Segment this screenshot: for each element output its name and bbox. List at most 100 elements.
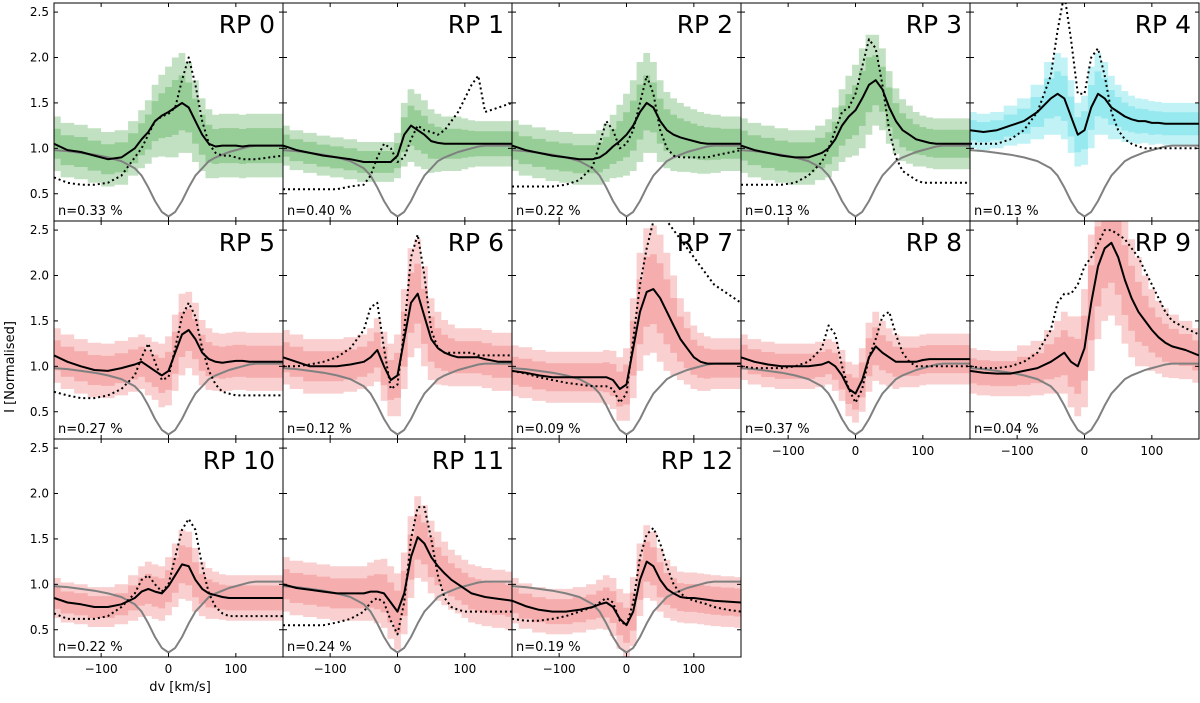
variability-band-inner bbox=[512, 254, 741, 407]
dotted-profile-line bbox=[54, 301, 283, 400]
y-tick-label: 1.0 bbox=[30, 577, 49, 591]
dotted-profile-line bbox=[970, 3, 1199, 150]
variability-band-outer bbox=[741, 311, 970, 423]
y-tick-label: 2.0 bbox=[30, 269, 49, 283]
mean-profile-line bbox=[283, 124, 512, 163]
variability-band-outer bbox=[970, 53, 1199, 167]
panel-title: RP 0 bbox=[219, 10, 275, 39]
reference-profile-line bbox=[741, 144, 970, 218]
reference-profile-line bbox=[970, 362, 1199, 436]
variability-band-inner bbox=[741, 55, 970, 173]
mean-profile-line bbox=[970, 241, 1199, 375]
y-tick-label: 0.5 bbox=[30, 405, 49, 419]
y-tick-label: 2.0 bbox=[30, 51, 49, 65]
x-tick-label: 0 bbox=[623, 662, 631, 676]
panel-rp-10: 0.5 1.0 1.5 2.0 2.5 −100 0 100 RP 10 n=0.22 % bbox=[30, 438, 284, 676]
mean-profile-line bbox=[512, 101, 741, 161]
panel-title: RP 7 bbox=[677, 228, 733, 257]
mean-profile-line bbox=[512, 288, 741, 390]
dotted-profile-line bbox=[512, 74, 741, 188]
x-tick-label: −100 bbox=[543, 662, 576, 676]
dotted-profile-line bbox=[283, 233, 512, 390]
panel-rp-3: RP 3 n=0.13 % bbox=[740, 2, 971, 222]
panel-rp-9: −100 0 100 RP 9 n=0.04 % bbox=[969, 220, 1200, 458]
panel-rp-6: RP 6 n=0.12 % bbox=[282, 220, 513, 440]
variability-band-inner bbox=[54, 75, 283, 175]
x-tick-label: 100 bbox=[911, 444, 934, 458]
y-tick-label: 0.5 bbox=[30, 187, 49, 201]
x-tick-label: 100 bbox=[682, 662, 705, 676]
reference-profile-line bbox=[512, 580, 741, 654]
fraction-label: n=0.22 % bbox=[516, 204, 581, 219]
x-tick-label: −100 bbox=[85, 662, 118, 676]
fraction-label: n=0.37 % bbox=[745, 422, 810, 437]
panel-title: RP 3 bbox=[906, 10, 962, 39]
y-tick-label: 2.5 bbox=[30, 223, 49, 237]
x-tick-label: 0 bbox=[165, 662, 173, 676]
panel-title: RP 2 bbox=[677, 10, 733, 39]
variability-band-inner bbox=[512, 541, 741, 643]
fraction-label: n=0.12 % bbox=[287, 422, 352, 437]
y-tick-label: 1.0 bbox=[30, 359, 49, 373]
x-axis-label: dv [km/s] bbox=[149, 680, 211, 695]
variability-band-inner bbox=[54, 545, 283, 618]
reference-profile-line bbox=[54, 362, 283, 436]
panel-rp-8: −100 0 100 RP 8 n=0.37 % bbox=[740, 220, 971, 458]
y-tick-label: 2.5 bbox=[30, 5, 49, 19]
panel-title: RP 11 bbox=[432, 446, 504, 475]
fraction-label: n=0.09 % bbox=[516, 422, 581, 437]
variability-band-inner bbox=[741, 327, 970, 410]
panel-rp-1: RP 1 n=0.40 % bbox=[282, 2, 513, 222]
x-tick-label: 0 bbox=[394, 662, 402, 676]
mean-profile-line bbox=[283, 292, 512, 381]
y-tick-label: 0.5 bbox=[30, 623, 49, 637]
panel-rp-2: RP 2 n=0.22 % bbox=[511, 2, 742, 222]
panel-rp-5: 0.5 1.0 1.5 2.0 2.5 RP 5 n=0.27 % bbox=[30, 220, 284, 440]
x-tick-label: −100 bbox=[314, 662, 347, 676]
x-tick-label: 0 bbox=[852, 444, 860, 458]
fraction-label: n=0.24 % bbox=[287, 640, 352, 655]
variability-band-outer bbox=[283, 496, 512, 650]
x-tick-label: −100 bbox=[1001, 444, 1034, 458]
variability-band-inner bbox=[970, 221, 1199, 394]
fraction-label: n=0.22 % bbox=[58, 640, 123, 655]
variability-band-inner bbox=[283, 105, 512, 173]
variability-band-inner bbox=[283, 514, 512, 633]
reference-profile-line bbox=[54, 580, 283, 654]
dotted-profile-line bbox=[54, 517, 283, 620]
x-tick-label: 100 bbox=[453, 662, 476, 676]
panel-title: RP 5 bbox=[219, 228, 275, 257]
reference-profile-line bbox=[283, 580, 512, 654]
y-tick-label: 1.5 bbox=[30, 314, 49, 328]
panel-title: RP 12 bbox=[661, 446, 733, 475]
fraction-label: n=0.19 % bbox=[516, 640, 581, 655]
y-tick-label: 1.0 bbox=[30, 141, 49, 155]
mean-profile-line bbox=[283, 536, 512, 613]
panel-rp-4: RP 4 n=0.13 % bbox=[969, 2, 1200, 222]
y-tick-label: 2.5 bbox=[30, 441, 49, 455]
y-tick-label: 1.5 bbox=[30, 532, 49, 546]
panel-title: RP 1 bbox=[448, 10, 504, 39]
y-axis-label: I [Normalised] bbox=[3, 321, 18, 413]
panel-title: RP 8 bbox=[906, 228, 962, 257]
panel-rp-11: −100 0 100 RP 11 n=0.24 % bbox=[282, 438, 513, 676]
dotted-profile-line bbox=[970, 229, 1199, 370]
fraction-label: n=0.27 % bbox=[58, 422, 123, 437]
dotted-profile-line bbox=[741, 38, 970, 186]
mean-profile-line bbox=[512, 560, 741, 627]
x-tick-label: −100 bbox=[772, 444, 805, 458]
mean-profile-line bbox=[741, 79, 970, 159]
variability-band-inner bbox=[970, 71, 1199, 153]
panel-rp-7: RP 7 n=0.09 % bbox=[511, 220, 742, 440]
dotted-profile-line bbox=[54, 56, 283, 186]
y-tick-label: 1.5 bbox=[30, 96, 49, 110]
fraction-label: n=0.13 % bbox=[745, 204, 810, 219]
variability-band-inner bbox=[512, 75, 741, 174]
panel-title: RP 10 bbox=[203, 446, 275, 475]
fraction-label: n=0.33 % bbox=[58, 204, 123, 219]
dotted-profile-line bbox=[283, 506, 512, 636]
mean-profile-line bbox=[741, 345, 970, 395]
panel-rp-0: 0.5 1.0 1.5 2.0 2.5 RP 0 n=0.33 % bbox=[30, 2, 284, 222]
fraction-label: n=0.40 % bbox=[287, 204, 352, 219]
